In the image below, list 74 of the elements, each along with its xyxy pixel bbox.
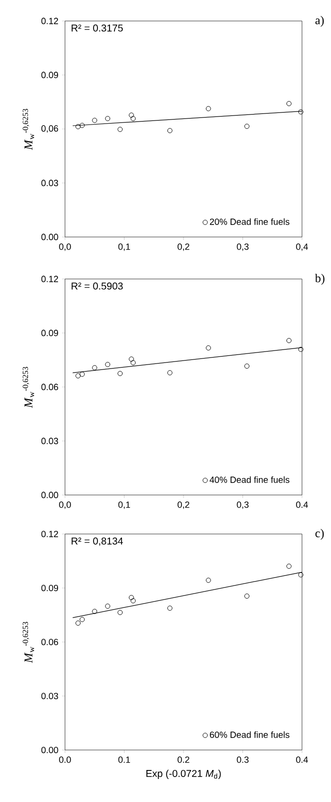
x-axis-title: Exp (-0.0721 M$_{d}$) xyxy=(146,770,221,779)
y-tick-label: 0.09 xyxy=(41,330,58,336)
point xyxy=(105,116,110,122)
point xyxy=(105,362,110,368)
x-tick-label: 0,1 xyxy=(118,501,130,509)
x-tick-label: 0.3 xyxy=(236,756,249,763)
point xyxy=(105,604,110,609)
y-tick-label: 0.12 xyxy=(41,18,58,24)
point xyxy=(92,608,98,614)
y-tick-label: 0.03 xyxy=(41,180,58,186)
point xyxy=(244,594,250,599)
y-tick-label: 0.09 xyxy=(41,584,58,592)
point xyxy=(75,124,81,130)
point xyxy=(118,610,123,616)
point xyxy=(130,116,136,122)
legend-label: 20% Dead fine fuels xyxy=(210,218,290,225)
point xyxy=(92,365,98,370)
point xyxy=(128,112,134,118)
x-tick-label: 0,1 xyxy=(118,243,130,251)
x-tick-label: 0,2 xyxy=(178,501,190,509)
annotation: R² = 0.3175 xyxy=(72,24,123,32)
text: c) xyxy=(315,528,324,540)
point xyxy=(75,373,81,378)
x-tick-label: 0.2 xyxy=(178,756,190,763)
point xyxy=(75,620,81,626)
point xyxy=(80,616,85,622)
y-tick-label: 0.12 xyxy=(41,276,58,282)
point xyxy=(130,598,136,604)
y-tick-label: 0.00 xyxy=(41,492,58,498)
point xyxy=(80,122,85,128)
point xyxy=(92,118,98,123)
point xyxy=(167,606,172,611)
point xyxy=(118,370,123,376)
x-tick-label: 0.0 xyxy=(59,756,71,763)
point xyxy=(244,124,250,129)
x-tick-label: 0,3 xyxy=(236,243,249,251)
y-tick-label: 0.12 xyxy=(41,530,58,538)
y-tick-label: 0.06 xyxy=(41,384,58,390)
point xyxy=(167,128,172,134)
y-tick-label: 0.09 xyxy=(41,72,58,78)
y-tick-label: 0.00 xyxy=(41,746,58,754)
x-tick-label: 0.4 xyxy=(296,756,308,763)
text: a) xyxy=(315,16,324,27)
point xyxy=(206,345,211,350)
annotation: R² = 0.5903 xyxy=(72,282,123,290)
point xyxy=(167,370,172,376)
y-tick-label: 0,06 xyxy=(41,125,58,133)
point xyxy=(298,572,304,578)
x-tick-label: 0,3 xyxy=(236,501,249,509)
point xyxy=(244,364,250,369)
point xyxy=(130,360,136,366)
x-tick-label: 0,0 xyxy=(59,501,71,509)
point xyxy=(286,101,292,106)
annotation: R² = 0,8134 xyxy=(72,538,123,546)
point xyxy=(80,372,85,377)
legend-label: 40% Dead fine fuels xyxy=(210,476,290,483)
x-tick-label: 0,4 xyxy=(296,243,308,251)
point xyxy=(128,356,134,362)
point xyxy=(128,594,134,600)
y-tick-label: 0.00 xyxy=(41,234,58,240)
x-tick-label: 0,2 xyxy=(178,243,190,251)
x-tick-label: 0.4 xyxy=(296,501,308,508)
point xyxy=(206,106,211,112)
y-tick-label: 0.03 xyxy=(41,692,58,700)
y-tick-label: 0.06 xyxy=(41,638,58,646)
point xyxy=(206,578,211,583)
text: b) xyxy=(314,274,324,285)
point xyxy=(286,338,292,344)
point xyxy=(286,564,292,569)
y-tick-label: 0.03 xyxy=(41,438,58,444)
point xyxy=(118,126,123,132)
x-tick-label: 0.1 xyxy=(118,756,130,763)
legend-label: 60% Dead fine fuels xyxy=(210,731,290,738)
x-tick-label: 0,0 xyxy=(59,243,71,251)
